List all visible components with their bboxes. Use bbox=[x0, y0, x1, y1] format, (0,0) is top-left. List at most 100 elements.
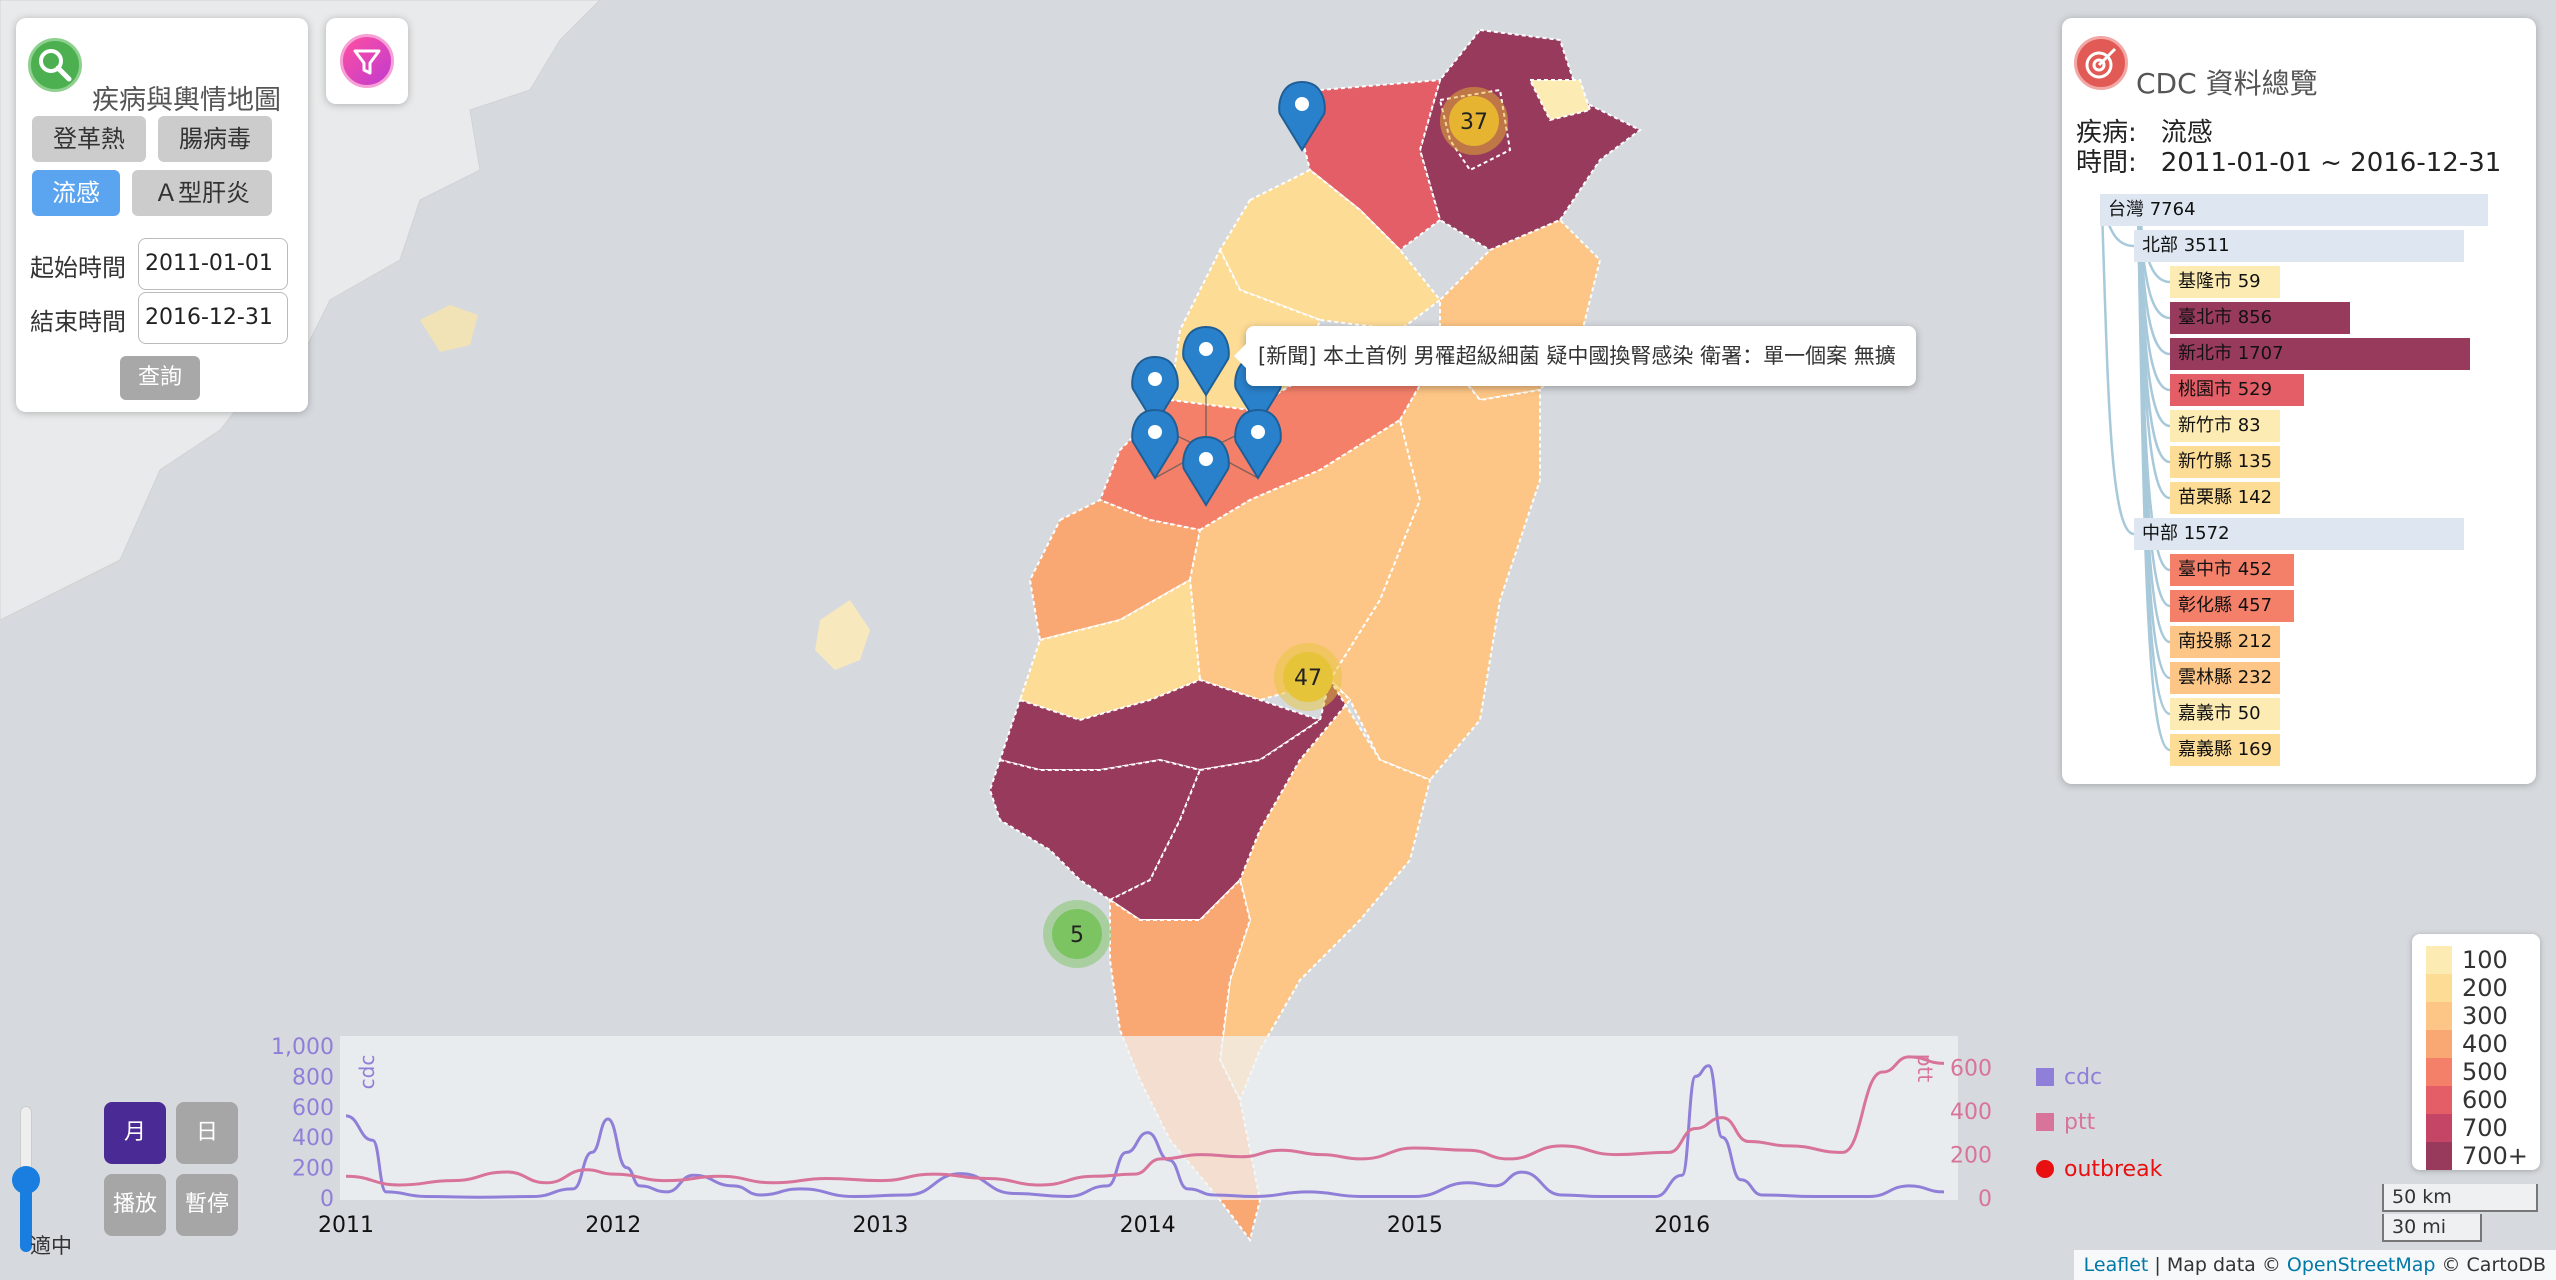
filter-panel bbox=[326, 18, 408, 104]
scale-km: 50 km bbox=[2382, 1184, 2538, 1212]
legend-swatch-ptt bbox=[2036, 1113, 2054, 1131]
cluster-marker[interactable]: 37 bbox=[1440, 87, 1508, 155]
disease-button-enterovirus[interactable]: 腸病毒 bbox=[158, 116, 272, 162]
left-axis-label: cdc bbox=[355, 1055, 379, 1090]
cdc-disease-value: 流感 bbox=[2160, 118, 2213, 148]
x-tick-label: 2012 bbox=[585, 1213, 641, 1238]
tree-node[interactable]: 桃園市 529 bbox=[2170, 374, 2304, 406]
speed-slider-fill bbox=[20, 1178, 32, 1252]
query-panel-title: 疾病與輿情地圖 bbox=[92, 85, 281, 116]
tree-node[interactable]: 新竹市 83 bbox=[2170, 410, 2280, 442]
penghu-islands bbox=[815, 600, 870, 670]
search-icon[interactable] bbox=[28, 38, 82, 92]
cdc-disease-label: 疾病: bbox=[2076, 118, 2137, 148]
legend-label: 700 bbox=[2462, 1114, 2508, 1142]
attribution-sep: | Map data © bbox=[2148, 1254, 2287, 1276]
tree-node[interactable]: 臺中市 452 bbox=[2170, 554, 2294, 586]
left-tick-label: 600 bbox=[292, 1096, 334, 1121]
tree-node[interactable]: 雲林縣 232 bbox=[2170, 662, 2280, 694]
tree-node[interactable]: 新北市 1707 bbox=[2170, 338, 2470, 370]
left-tick-label: 200 bbox=[292, 1157, 334, 1182]
leaflet-link[interactable]: Leaflet bbox=[2083, 1254, 2149, 1276]
speed-slider-handle[interactable] bbox=[12, 1166, 40, 1194]
legend-label: 600 bbox=[2462, 1086, 2508, 1114]
x-tick-label: 2011 bbox=[318, 1213, 374, 1238]
disease-button-hepatitis-a[interactable]: Ａ型肝炎 bbox=[132, 170, 272, 216]
legend-swatch bbox=[2426, 1030, 2452, 1058]
region-hualien bbox=[1328, 348, 1541, 782]
month-button[interactable]: 月 bbox=[104, 1102, 166, 1164]
legend-swatch bbox=[2426, 946, 2452, 974]
right-tick-label: 600 bbox=[1950, 1057, 1992, 1082]
news-pin-marker[interactable] bbox=[1234, 408, 1282, 480]
news-pin-marker[interactable] bbox=[1182, 325, 1230, 397]
cdc-overview-panel: CDC 資料總覽 疾病: 流感 時間: 2011-01-01 ~ 2016-12-3… bbox=[2062, 18, 2536, 784]
osm-link[interactable]: OpenStreetMap bbox=[2286, 1254, 2436, 1276]
filter-icon[interactable] bbox=[340, 34, 394, 88]
news-pin-marker[interactable] bbox=[1131, 408, 1179, 480]
tree-node[interactable]: 嘉義市 50 bbox=[2170, 698, 2280, 730]
legend-swatch bbox=[2426, 974, 2452, 1002]
legend-swatch bbox=[2426, 1002, 2452, 1030]
timeline-chart[interactable]: 0 200 400 600 800 1,000 cdc 0 200 400 600 ptt 2011 20… bbox=[0, 1030, 2556, 1280]
disease-button-flu[interactable]: 流感 bbox=[32, 170, 120, 216]
region-changhua bbox=[1028, 498, 1202, 642]
map-attribution: Leaflet | Map data © OpenStreetMap © Car… bbox=[2073, 1250, 2556, 1280]
x-tick-label: 2015 bbox=[1387, 1213, 1443, 1238]
news-pin-marker[interactable] bbox=[1182, 435, 1230, 507]
cdc-disease-row: 疾病: 流感 bbox=[2076, 112, 2213, 149]
tree-node[interactable]: 基隆市 59 bbox=[2170, 266, 2280, 298]
cluster-marker[interactable]: 47 bbox=[1274, 643, 1342, 711]
region-tree: 台灣 7764 北部 3511 基隆市 59 臺北市 856 新北市 1707 桃園市 5… bbox=[2062, 194, 2536, 774]
cdc-panel-title: CDC 資料總覽 bbox=[2136, 67, 2318, 100]
tree-node[interactable]: 彰化縣 457 bbox=[2170, 590, 2294, 622]
legend-label: 400 bbox=[2462, 1030, 2508, 1058]
cluster-marker[interactable]: 5 bbox=[1043, 900, 1111, 968]
news-popup: [新聞] 本土首例 男罹超級細菌 疑中國換腎感染 衛署：單一個案 無擴 bbox=[1234, 326, 1916, 386]
news-pin-marker[interactable] bbox=[1278, 80, 1326, 152]
region-keelung bbox=[1528, 79, 1592, 122]
legend-swatch-cdc bbox=[2036, 1068, 2054, 1086]
tree-node[interactable]: 苗栗縣 142 bbox=[2170, 482, 2280, 514]
svg-text:37: 37 bbox=[1460, 110, 1488, 135]
day-button[interactable]: 日 bbox=[176, 1102, 238, 1164]
legend-swatch bbox=[2426, 1086, 2452, 1114]
tree-node[interactable]: 南投縣 212 bbox=[2170, 626, 2280, 658]
legend-label-ptt: ptt bbox=[2064, 1110, 2096, 1135]
query-button[interactable]: 查詢 bbox=[120, 356, 200, 400]
pause-button[interactable]: 暫停 bbox=[176, 1174, 238, 1236]
tree-node[interactable]: 中部 1572 bbox=[2134, 518, 2464, 550]
legend-label-outbreak: outbreak bbox=[2064, 1157, 2163, 1182]
tree-node[interactable]: 臺北市 856 bbox=[2170, 302, 2350, 334]
tree-node[interactable]: 嘉義縣 169 bbox=[2170, 734, 2280, 766]
legend-label: 300 bbox=[2462, 1002, 2508, 1030]
cdc-time-label: 時間: bbox=[2076, 148, 2137, 178]
legend-item: 700+ bbox=[2426, 1142, 2536, 1170]
left-tick-label: 800 bbox=[292, 1065, 334, 1090]
speed-label: 適中 bbox=[30, 1234, 72, 1258]
play-button[interactable]: 播放 bbox=[104, 1174, 166, 1236]
legend-item: 500 bbox=[2426, 1058, 2536, 1086]
start-time-input[interactable]: 2011-01-01 bbox=[138, 238, 288, 290]
legend-item: 400 bbox=[2426, 1030, 2536, 1058]
disease-button-dengue[interactable]: 登革熱 bbox=[32, 116, 146, 162]
attribution-carto: © CartoDB bbox=[2435, 1254, 2546, 1276]
tree-node[interactable]: 新竹縣 135 bbox=[2170, 446, 2280, 478]
tree-node[interactable]: 北部 3511 bbox=[2134, 230, 2464, 262]
legend-swatch bbox=[2426, 1114, 2452, 1142]
x-tick-label: 2014 bbox=[1120, 1213, 1176, 1238]
end-time-label: 結束時間 bbox=[30, 308, 126, 336]
island-small bbox=[420, 305, 478, 352]
right-tick-label: 200 bbox=[1950, 1144, 1992, 1169]
choropleth-legend: 100 200 300 400 500 600 700 700+ bbox=[2412, 934, 2540, 1170]
right-tick-label: 400 bbox=[1950, 1100, 1992, 1125]
legend-label: 500 bbox=[2462, 1058, 2508, 1086]
end-time-input[interactable]: 2016-12-31 bbox=[138, 292, 288, 344]
query-panel: 疾病與輿情地圖 登革熱 腸病毒 流感 Ａ型肝炎 起始時間 2011-01-01 … bbox=[16, 18, 308, 412]
x-tick-label: 2016 bbox=[1654, 1213, 1710, 1238]
tree-node[interactable]: 台灣 7764 bbox=[2100, 194, 2488, 226]
legend-label: 700+ bbox=[2462, 1142, 2528, 1170]
legend-item: 300 bbox=[2426, 1002, 2536, 1030]
region-taitung bbox=[1218, 679, 1432, 1103]
legend-item: 100 bbox=[2426, 946, 2536, 974]
